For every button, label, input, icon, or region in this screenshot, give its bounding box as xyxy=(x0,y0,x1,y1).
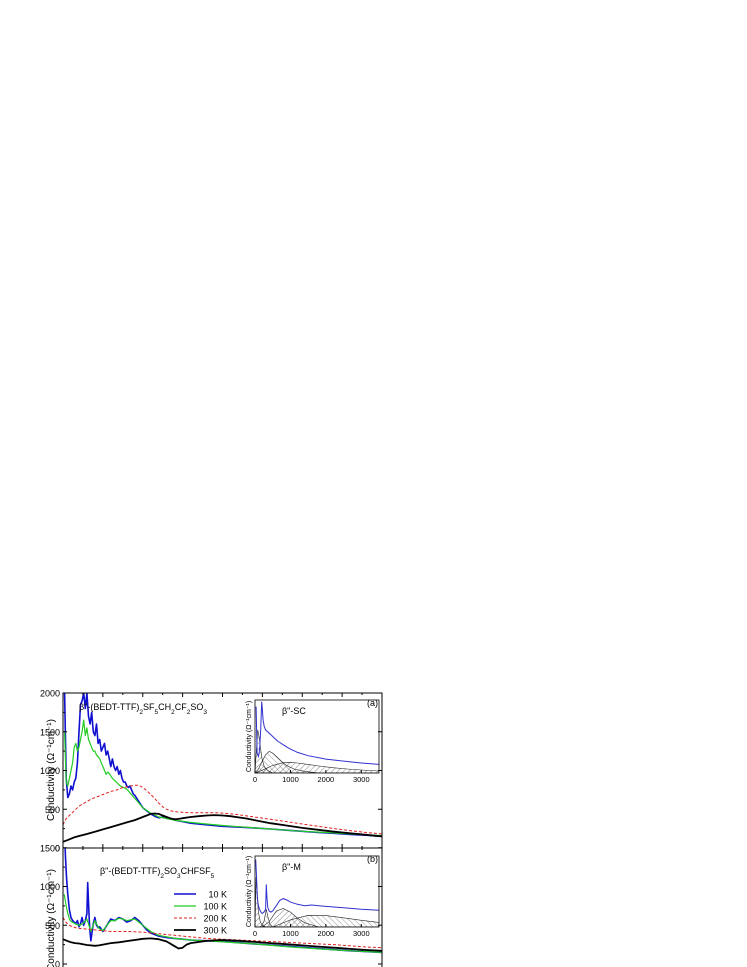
inset-fit-component xyxy=(272,914,379,927)
y-axis-label-b: Conductivity (Ω⁻¹cm⁻¹) xyxy=(46,869,57,967)
inset-spectrum-line xyxy=(255,859,379,915)
inset-x-tick-label: 0 xyxy=(253,929,257,938)
compound-label: β"-(BEDT-TTF)2SF5CH2CF2SO3 xyxy=(79,702,207,716)
shared-axes-labels: 05001000150020002500300035004000Wavenumb… xyxy=(46,719,57,967)
inset-x-tick-label: 2000 xyxy=(318,775,335,784)
panel-label: (b) xyxy=(367,854,378,864)
panel-b: 0 500 1000 1500 β"-(BEDT-TTF)2SO3CHFSF5 (b) 0 1… xyxy=(40,843,383,967)
compound-label: β"-(BEDT-TTF)2SO3CHFSF5 xyxy=(100,866,215,880)
inset-y-axis-label: Conductivity (Ω⁻¹cm⁻¹) xyxy=(246,701,253,772)
series-line-300k xyxy=(63,812,382,843)
series-line-10k xyxy=(63,693,382,838)
inset-plot xyxy=(255,859,379,927)
y-tick-label: 0 xyxy=(55,844,60,854)
inset-label: β"-M xyxy=(282,862,301,872)
panel-a: 0 500 1000 1500 2000 β"-(BEDT-TTF)2SF5CH2CF2S… xyxy=(40,689,383,854)
series-line-100k xyxy=(63,894,382,953)
y-tick-label: 500 xyxy=(45,921,60,931)
series-group xyxy=(63,848,382,954)
panel-label: (a) xyxy=(367,698,378,708)
series-line-200k xyxy=(63,784,382,835)
y-tick-label: 0 xyxy=(55,960,60,967)
y-tick-label: 1000 xyxy=(40,766,60,776)
inset-frame xyxy=(254,855,380,928)
y-tick-label: 500 xyxy=(45,805,60,815)
inset-x-tick-label: 0 xyxy=(253,775,257,784)
inset-x-tick-label: 1000 xyxy=(282,775,299,784)
inset-y-axis-label: Conductivity (Ω⁻¹cm⁻¹) xyxy=(246,856,253,927)
inset-spectrum-line xyxy=(255,701,379,765)
inset-x-tick-label: 2000 xyxy=(318,929,335,938)
legend-entry: 100 K xyxy=(203,902,227,912)
series-line-300k xyxy=(63,937,382,952)
inset-plot xyxy=(255,701,379,773)
inset-x-tick-label: 1000 xyxy=(282,929,299,938)
inset-fit-component xyxy=(255,762,379,773)
y-axis-label-a: Conductivity (Ω⁻¹cm⁻¹) xyxy=(46,719,57,821)
y-tick-label: 1000 xyxy=(40,882,60,892)
inset-x-tick-label: 3000 xyxy=(353,775,370,784)
legend-entry: 10 K xyxy=(208,890,227,900)
inset-frame xyxy=(254,699,380,774)
series-line-100k xyxy=(64,719,382,837)
y-tick-label: 1500 xyxy=(40,843,60,853)
y-tick-label: 2000 xyxy=(40,689,60,699)
series-group xyxy=(63,693,382,843)
y-tick-label: 1500 xyxy=(40,727,60,737)
legend-entry: 300 K xyxy=(203,926,227,936)
inset-x-tick-label: 3000 xyxy=(353,929,370,938)
series-line-200k xyxy=(63,917,382,949)
inset-fit-component xyxy=(259,909,274,927)
inset-label: β"-SC xyxy=(282,706,306,716)
legend-entry: 200 K xyxy=(203,914,227,924)
